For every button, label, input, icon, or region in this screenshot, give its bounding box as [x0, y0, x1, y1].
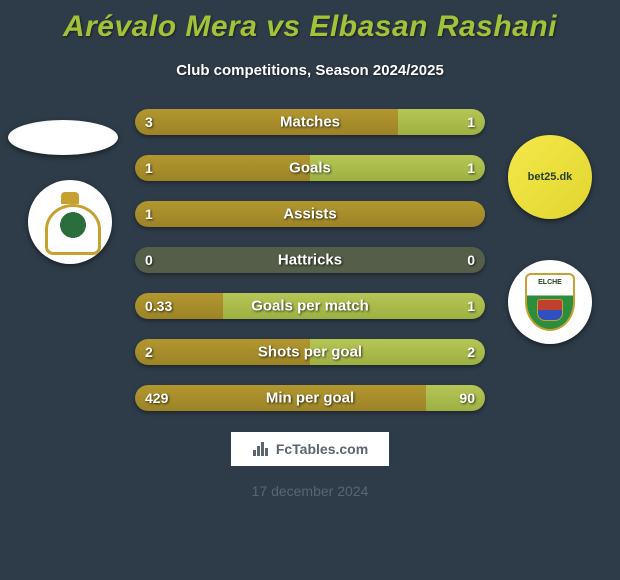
stat-row: 1 Assists	[0, 201, 620, 227]
stat-bar-right	[426, 385, 486, 411]
stat-bar: 2 2 Shots per goal	[135, 339, 485, 365]
stat-value-left: 2	[145, 344, 153, 360]
stat-value-right: 0	[467, 252, 475, 268]
stat-row: 0.33 1 Goals per match	[0, 293, 620, 319]
stat-bar-left	[135, 155, 310, 181]
stat-value-left: 1	[145, 160, 153, 176]
stat-value-right: 1	[467, 114, 475, 130]
stat-label: Goals per match	[251, 298, 369, 315]
stat-bar: 1 Assists	[135, 201, 485, 227]
page-title: Arévalo Mera vs Elbasan Rashani	[0, 0, 620, 44]
stat-value-left: 429	[145, 390, 168, 406]
stat-value-left: 0.33	[145, 298, 172, 314]
stat-value-right: 1	[467, 160, 475, 176]
stat-label: Goals	[289, 160, 331, 177]
stat-bar: 1 1 Goals	[135, 155, 485, 181]
stat-label: Hattricks	[278, 252, 342, 269]
stat-label: Assists	[283, 206, 336, 223]
stats-area: 3 1 Matches 1 1 Goals 1 Assists 0 0 Hattricks 0.33 1…	[0, 109, 620, 411]
subtitle: Club competitions, Season 2024/2025	[0, 62, 620, 79]
stat-bar: 0 0 Hattricks	[135, 247, 485, 273]
stat-value-right: 2	[467, 344, 475, 360]
stat-value-left: 3	[145, 114, 153, 130]
stat-row: 1 1 Goals	[0, 155, 620, 181]
date-text: 17 december 2024	[0, 483, 620, 499]
stat-row: 3 1 Matches	[0, 109, 620, 135]
stat-bar: 429 90 Min per goal	[135, 385, 485, 411]
stat-row: 2 2 Shots per goal	[0, 339, 620, 365]
stat-label: Shots per goal	[258, 344, 362, 361]
stat-bar: 3 1 Matches	[135, 109, 485, 135]
stat-bar-left	[135, 109, 398, 135]
stat-row: 429 90 Min per goal	[0, 385, 620, 411]
stat-value-left: 1	[145, 206, 153, 222]
stat-label: Matches	[280, 114, 340, 131]
stat-label: Min per goal	[266, 390, 354, 407]
footer-brand-text: FcTables.com	[276, 441, 368, 457]
stat-row: 0 0 Hattricks	[0, 247, 620, 273]
footer-brand-badge: FcTables.com	[230, 431, 390, 467]
stat-value-right: 1	[467, 298, 475, 314]
stat-value-right: 90	[459, 390, 475, 406]
stat-bar: 0.33 1 Goals per match	[135, 293, 485, 319]
stat-value-left: 0	[145, 252, 153, 268]
stat-bar-right	[310, 155, 485, 181]
bars-icon	[252, 440, 270, 458]
